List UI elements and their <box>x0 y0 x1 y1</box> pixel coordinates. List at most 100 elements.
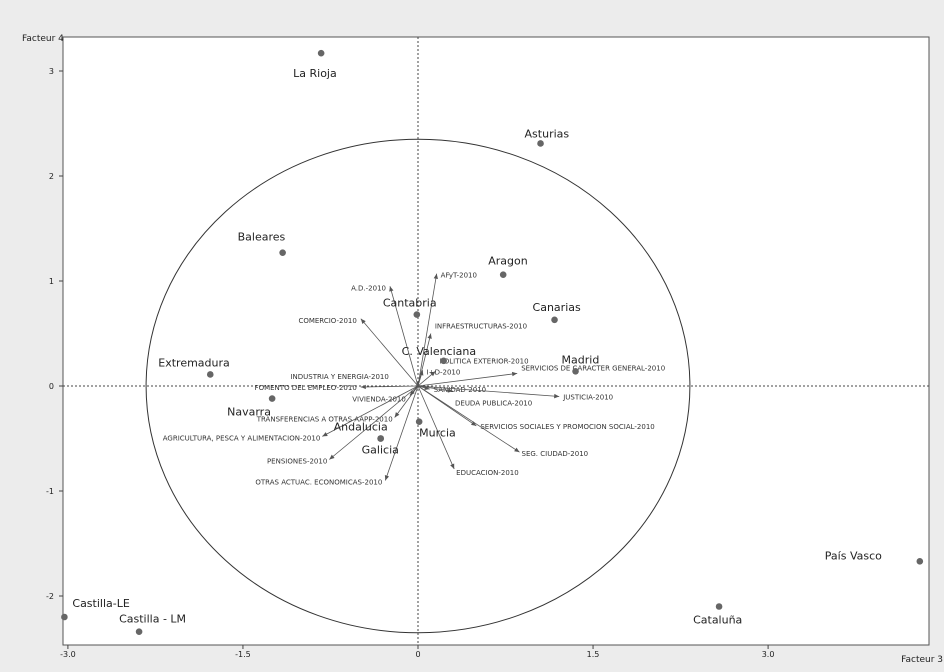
vector-arrowhead <box>554 393 560 399</box>
y-tick-label: 2 <box>49 172 54 181</box>
vector-arrowhead <box>360 318 366 325</box>
data-point <box>415 418 423 426</box>
point-label: La Rioja <box>293 67 337 80</box>
x-tick-label: 0 <box>415 650 420 659</box>
x-tick-label: -1.5 <box>235 650 251 659</box>
data-point <box>916 558 924 565</box>
vector-label: OTRAS ACTUAC. ECONOMICAS-2010 <box>255 479 382 487</box>
loading-vector <box>417 273 438 387</box>
vector-arrowhead <box>322 432 328 437</box>
vector-label: PENSIONES-2010 <box>267 458 327 466</box>
vector-label: SERVICIOS SOCIALES Y PROMOCION SOCIAL-20… <box>480 423 654 431</box>
vector-arrowhead <box>447 388 454 393</box>
x-tick-label: 1.5 <box>587 650 600 659</box>
y-tick-label: -2 <box>46 592 54 601</box>
point-label: Navarra <box>227 406 271 419</box>
plot-area <box>62 36 930 646</box>
loading-vector <box>394 385 419 418</box>
loading-vector <box>417 385 560 397</box>
point-label: Cantabria <box>383 297 437 310</box>
point-label: Castilla - LM <box>119 613 186 626</box>
point-label: Extremadura <box>158 356 230 369</box>
point-label: Galicia <box>362 444 399 457</box>
point-label: Murcia <box>419 427 456 440</box>
data-point <box>279 249 286 256</box>
vector-label: INFRAESTRUCTURAS-2010 <box>435 323 527 331</box>
vector-arrowhead <box>329 454 335 460</box>
vector-label: FOMENTO DEL EMPLEO-2010 <box>255 384 357 392</box>
point-label: C. Valenciana <box>402 345 476 358</box>
y-axis-label: Facteur 4 <box>22 34 64 44</box>
point-label: Asturias <box>525 127 570 140</box>
vector-label: EDUCACION-2010 <box>456 469 519 477</box>
vector-label: SERVICIOS DE CARACTER GENERAL-2010 <box>521 364 665 372</box>
data-point <box>715 603 723 610</box>
point-label: Canarias <box>533 301 581 314</box>
data-point <box>537 140 544 147</box>
data-point <box>572 368 579 375</box>
loading-vector <box>360 385 419 388</box>
point-label: Baleares <box>238 231 286 244</box>
data-point <box>377 435 384 442</box>
vector-label: SANIDAD-2010 <box>434 386 486 394</box>
vector-arrowhead <box>470 421 477 426</box>
correlation-circle <box>145 138 691 634</box>
vector-label: POLITICA EXTERIOR-2010 <box>440 357 529 365</box>
x-tick-label: 3.0 <box>762 650 775 659</box>
loading-vector <box>417 385 455 470</box>
data-point <box>317 49 325 57</box>
vector-arrowhead <box>384 475 390 481</box>
vector-label: AGRICULTURA, PESCA Y ALIMENTACION-2010 <box>163 434 321 442</box>
loading-vector <box>417 385 520 453</box>
vector-label: AFyT-2010 <box>441 272 477 280</box>
point-label: Andalucia <box>334 421 388 434</box>
vector-arrowhead <box>419 370 424 376</box>
vector-arrowhead <box>433 273 439 279</box>
data-point <box>499 271 507 279</box>
point-label: Madrid <box>562 353 600 366</box>
loading-vector <box>417 333 432 387</box>
vector-label: JUSTICIA-2010 <box>562 394 613 402</box>
vector-label: I+D-2010 <box>427 368 461 376</box>
point-label: Castilla-LE <box>72 597 129 610</box>
loading-vector <box>360 318 419 387</box>
x-tick-label: -3.0 <box>60 650 76 659</box>
y-tick-label: -1 <box>46 487 54 496</box>
data-point <box>413 311 421 318</box>
data-point <box>135 628 143 635</box>
x-axis-label: Facteur 3 <box>901 655 943 665</box>
vector-label: TRANSFERENCIAS A OTRAS AAPP-2010 <box>256 416 393 424</box>
vector-arrowhead <box>389 286 394 292</box>
y-tick-label: 3 <box>49 67 54 76</box>
vector-arrowhead <box>394 412 400 418</box>
vector-label: INDUSTRIA Y ENERGIA-2010 <box>290 373 388 381</box>
vector-arrowhead <box>430 371 436 377</box>
loading-vector <box>417 373 518 387</box>
vector-arrowhead <box>514 447 520 453</box>
vector-arrowhead <box>450 463 455 469</box>
loading-vector <box>329 385 419 460</box>
loading-vector <box>322 385 419 437</box>
vector-label: A.D.-2010 <box>351 284 386 292</box>
y-tick-label: 0 <box>49 382 54 391</box>
point-label: Cataluña <box>693 614 742 627</box>
data-point <box>61 613 68 621</box>
data-point <box>440 357 447 365</box>
vector-label: SEG. CIUDAD-2010 <box>522 450 589 458</box>
loading-vector <box>389 286 419 387</box>
vector-arrowhead <box>360 384 366 390</box>
vector-arrowhead <box>511 371 518 377</box>
vector-label: VIVIENDA-2010 <box>352 395 406 403</box>
data-point <box>206 371 214 378</box>
vector-label: COMERCIO-2010 <box>298 317 356 325</box>
loading-vector <box>384 385 419 481</box>
vector-arrowhead <box>427 333 432 339</box>
y-tick-label: 1 <box>49 277 54 286</box>
point-label: País Vasco <box>825 549 882 562</box>
data-point <box>268 395 276 402</box>
data-point <box>551 316 558 324</box>
point-label: Aragon <box>488 255 528 268</box>
loading-vector <box>417 385 454 392</box>
vector-label: DEUDA PUBLICA-2010 <box>455 399 532 407</box>
